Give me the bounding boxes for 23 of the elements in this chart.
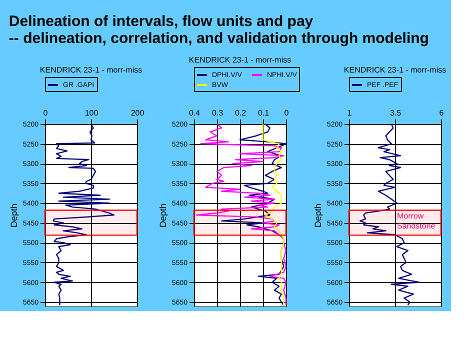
line-series	[221, 123, 287, 306]
x-tick-label: 6	[439, 108, 444, 118]
line-series	[52, 123, 115, 306]
band-label: Morrow Sandstone	[397, 211, 436, 230]
x-tick-label: 1	[347, 108, 352, 118]
line-series	[262, 123, 284, 306]
chart-title: KENDRICK 23-1 - morr-miss	[344, 66, 446, 74]
text: -- delineation, correlation, and validation through modeling	[8, 30, 429, 47]
y-axis-title: Depth	[312, 203, 323, 228]
x-tick-label: 0.3	[212, 108, 224, 118]
text: Delineation of intervals, flow units and pay	[8, 13, 314, 30]
x-tick-label: 0	[284, 108, 290, 118]
chart-title: KENDRICK 23-1 - morr-miss	[188, 56, 292, 64]
y-axis-title: Depth	[158, 203, 168, 228]
x-tick-label: 200	[130, 108, 145, 118]
x-tick-label: 0.2	[234, 108, 247, 118]
x-tick-label: 3.5	[390, 108, 402, 118]
x-tick-label: 100	[84, 108, 99, 118]
x-tick-label: 0.1	[258, 108, 270, 118]
chart-title: KENDRICK 23-1 - morr-miss	[40, 66, 142, 74]
x-tick-label: 0	[43, 108, 48, 118]
y-axis-title: Depth	[8, 203, 19, 228]
x-tick-label: 0.4	[188, 108, 201, 118]
